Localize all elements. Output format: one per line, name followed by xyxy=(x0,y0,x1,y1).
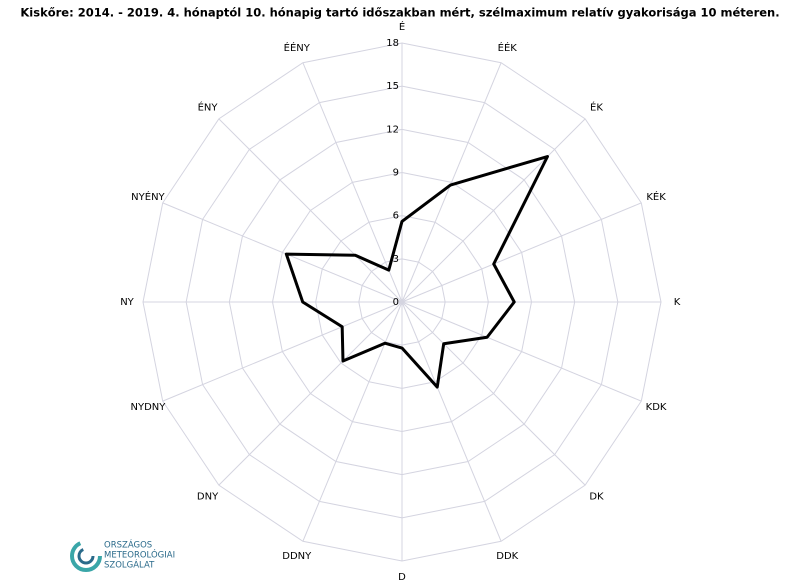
r-tick-label: 0 xyxy=(393,297,399,308)
category-label: D xyxy=(398,572,406,583)
spoke xyxy=(302,62,403,303)
category-label: DDK xyxy=(496,551,518,562)
category-label: KÉK xyxy=(646,190,666,203)
logo-swirl-inner xyxy=(77,547,95,565)
spoke xyxy=(218,301,403,486)
spoke xyxy=(401,301,642,402)
spoke xyxy=(401,118,586,303)
r-tick-label: 9 xyxy=(393,168,399,179)
category-label: É xyxy=(399,20,405,33)
spoke xyxy=(401,301,502,542)
data-line xyxy=(284,155,549,389)
category-label: ÉÉNY xyxy=(284,41,311,54)
spoke xyxy=(401,301,586,486)
logo-text: ORSZÁGOS xyxy=(104,539,152,551)
logo-text: METEOROLÓGIAI xyxy=(104,549,175,561)
category-label: DNY xyxy=(197,491,219,502)
r-tick-label: 6 xyxy=(393,211,399,222)
category-label: DK xyxy=(589,491,604,502)
logo-text: SZOLGÁLAT xyxy=(104,559,155,571)
spoke xyxy=(401,202,642,303)
r-tick-label: 18 xyxy=(386,38,399,49)
category-label: NYDNY xyxy=(130,402,166,413)
chart-title: Kiskőre: 2014. - 2019. 4. hónaptól 10. h… xyxy=(20,6,779,20)
spoke xyxy=(302,301,403,542)
category-label: ÉÉK xyxy=(498,41,518,54)
spoke xyxy=(162,202,403,303)
spoke xyxy=(162,301,403,402)
logo: ORSZÁGOS METEOROLÓGIAI SZOLGÁLAT xyxy=(70,539,175,572)
category-label: ÉK xyxy=(590,101,603,114)
spoke xyxy=(218,118,403,303)
category-label: NYÉNY xyxy=(131,190,165,203)
logo-swirl xyxy=(70,540,102,572)
category-label: NY xyxy=(120,297,134,308)
category-label: KDK xyxy=(646,402,667,413)
category-label: K xyxy=(674,297,681,308)
r-tick-label: 3 xyxy=(393,254,399,265)
category-label: ÉNY xyxy=(198,101,219,114)
r-tick-label: 15 xyxy=(386,81,399,92)
category-label: DDNY xyxy=(282,551,312,562)
spoke xyxy=(401,62,502,303)
r-tick-label: 12 xyxy=(386,124,399,135)
